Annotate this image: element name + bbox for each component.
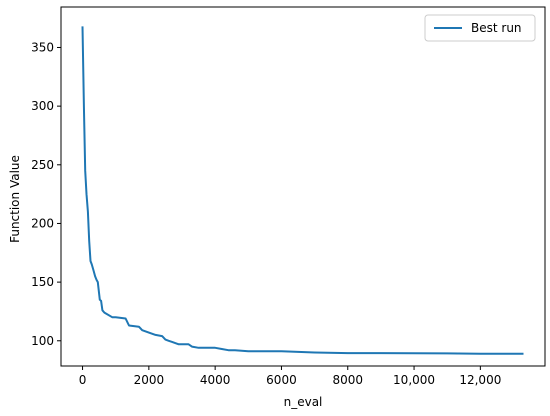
axes-frame bbox=[60, 6, 546, 367]
x-tick-label: 6000 bbox=[266, 373, 297, 387]
y-tick-label: 300 bbox=[31, 99, 54, 113]
y-tick-label: 150 bbox=[31, 275, 54, 289]
x-tick-label: 12,000 bbox=[459, 373, 501, 387]
series-line-0 bbox=[81, 26, 524, 355]
x-tick-label: 2000 bbox=[134, 373, 165, 387]
x-axis-label: n_eval bbox=[284, 395, 323, 409]
x-tick-label: 4000 bbox=[200, 373, 231, 387]
legend-label: Best run bbox=[471, 21, 522, 35]
y-tick-label: 350 bbox=[31, 40, 54, 54]
plot-area bbox=[60, 6, 546, 367]
y-tick-label: 100 bbox=[31, 334, 54, 348]
legend-box bbox=[424, 14, 536, 42]
x-tick-label: 8000 bbox=[332, 373, 363, 387]
x-axis: 0 2000 4000 6000 8000 10,000 12,000 bbox=[79, 366, 501, 387]
y-axis: 100 150 200 250 300 350 bbox=[31, 40, 61, 348]
x-tick-label: 0 bbox=[79, 373, 87, 387]
legend: Best run bbox=[424, 14, 536, 42]
y-tick-label: 250 bbox=[31, 158, 54, 172]
y-tick-label: 200 bbox=[31, 216, 54, 230]
y-axis-label: Function Value bbox=[8, 155, 22, 243]
x-tick-label: 10,000 bbox=[393, 373, 435, 387]
